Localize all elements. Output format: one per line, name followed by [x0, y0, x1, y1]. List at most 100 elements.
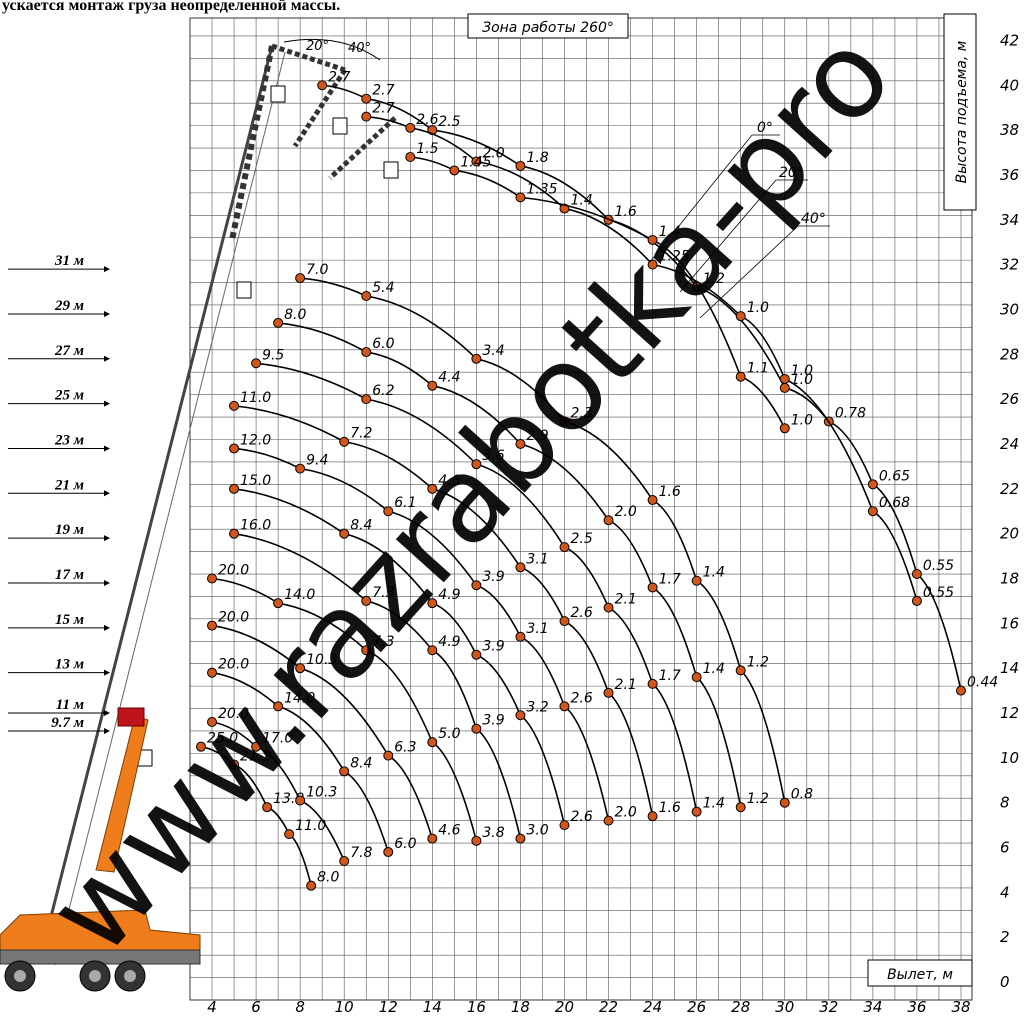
load-point	[295, 795, 306, 806]
load-point	[295, 273, 306, 284]
x-tick-label: 26	[687, 998, 706, 1016]
load-value-label: 0.8	[791, 787, 813, 803]
load-point	[647, 811, 658, 822]
boom-length-label: 21 м	[54, 477, 84, 493]
load-value-label: 4.4	[438, 370, 460, 386]
load-point	[339, 436, 350, 447]
load-value-label: 8.4	[350, 755, 372, 771]
load-value-label: 11.0	[240, 390, 271, 406]
load-point	[603, 602, 614, 613]
load-point	[339, 766, 350, 777]
x-tick-label: 10	[335, 998, 354, 1016]
load-value-label: 9.5	[262, 347, 284, 363]
load-value-label: 20.0	[218, 657, 249, 673]
load-point	[515, 710, 526, 721]
load-point	[427, 598, 438, 609]
load-value-label: 2.0	[482, 145, 504, 161]
y-tick-label: 20	[1000, 525, 1019, 543]
load-point	[559, 701, 570, 712]
load-value-label: 1.2	[747, 791, 769, 807]
load-point	[361, 347, 372, 358]
load-point	[867, 506, 878, 517]
load-point	[295, 463, 306, 474]
load-value-label: 1.45	[460, 154, 491, 170]
load-value-label: 1.2	[747, 654, 769, 670]
boom-cable	[54, 51, 286, 966]
jib-20	[271, 43, 346, 73]
x-tick-label: 32	[819, 998, 838, 1016]
y-tick-label: 8	[1000, 794, 1010, 812]
load-value-label: 3.6	[482, 448, 504, 464]
load-curve	[366, 115, 918, 602]
load-value-label: 2.5	[570, 531, 592, 547]
load-value-label: 17.0	[262, 731, 293, 747]
load-value-label: 14.0	[284, 690, 315, 706]
load-value-label: 0.78	[835, 406, 866, 422]
work-zone-box	[467, 13, 629, 39]
x-tick-label: 20	[555, 998, 574, 1016]
wheel-hub	[89, 970, 101, 982]
load-value-label: 15.0	[240, 473, 271, 489]
hook-load	[270, 85, 286, 103]
load-point	[471, 580, 482, 591]
load-value-label: 2.3	[570, 406, 592, 422]
y-tick-label: 18	[1000, 570, 1019, 588]
load-value-label: 1.0	[791, 412, 813, 428]
load-value-label: 1.0	[791, 363, 813, 379]
hook-load	[236, 281, 252, 299]
load-point	[229, 483, 240, 494]
load-point	[515, 438, 526, 449]
load-value-label: 2.9	[526, 428, 548, 444]
load-point	[471, 723, 482, 734]
load-value-label: 1.8	[526, 150, 548, 166]
arrow-head	[104, 400, 110, 407]
load-point	[229, 443, 240, 454]
load-value-label: 2.7	[372, 83, 394, 99]
load-value-label: 20.0	[218, 610, 249, 626]
y-tick-label: 40	[1000, 76, 1019, 94]
load-point	[251, 358, 262, 369]
load-value-label: 1.4	[703, 565, 725, 581]
load-value-label: 2.5	[438, 114, 460, 130]
x-tick-label: 12	[379, 998, 398, 1016]
lattice-jib	[229, 45, 275, 241]
load-point	[273, 701, 284, 712]
y-tick-label: 34	[1000, 211, 1019, 229]
load-point	[196, 741, 207, 752]
y-tick-label: 22	[1000, 480, 1019, 498]
y-tick-label: 26	[1000, 390, 1019, 408]
load-point	[603, 515, 614, 526]
load-point	[306, 880, 317, 891]
load-point	[295, 663, 306, 674]
load-value-label: 1.4	[659, 224, 681, 240]
load-value-label: 3.8	[482, 825, 504, 841]
load-value-label: 6.2	[372, 383, 394, 399]
load-value-label: 2.7	[372, 101, 394, 117]
y-tick-label: 38	[1000, 121, 1019, 139]
boom-length-label: 11 м	[56, 697, 84, 713]
boom-length-label: 25 м	[54, 388, 84, 404]
x-axis-title-box	[867, 959, 973, 987]
load-value-label: 11.0	[295, 818, 326, 834]
jib-angle-labels: 0° 20° 40°	[649, 120, 830, 319]
load-value-label: 3.9	[482, 713, 504, 729]
y-axis-title: Высота подъема, м	[954, 40, 970, 183]
arrow-head	[104, 266, 110, 273]
arrow-head	[104, 624, 110, 631]
load-value-label: 8.0	[284, 307, 306, 323]
load-value-label: 4.6	[438, 473, 460, 489]
load-value-label: 6.3	[394, 740, 416, 756]
y-tick-label: 4	[1000, 883, 1010, 901]
boom-length-label: 31 м	[54, 253, 84, 269]
y-tick-label: 14	[1000, 659, 1019, 677]
main-boom	[38, 45, 274, 961]
y-tick-label: 32	[1000, 256, 1019, 274]
x-axis-ticks: 4 6 8 10 12 14 16 18 20 22 24 26 28 30 32 34 36 38	[207, 998, 970, 1016]
load-point	[427, 380, 438, 391]
load-point	[427, 645, 438, 656]
load-value-label: 1.5	[416, 141, 438, 157]
arrow-head	[104, 710, 110, 717]
load-point	[911, 595, 922, 606]
load-value-label: 2.7	[328, 69, 350, 85]
